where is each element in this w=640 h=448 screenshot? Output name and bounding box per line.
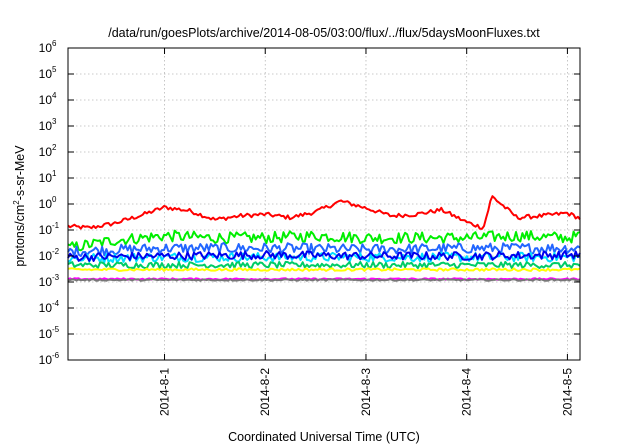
y-tick-labels: 10-610-510-410-310-210-11001011021031041… — [39, 39, 60, 367]
y-tick-label: 105 — [39, 65, 57, 81]
y-tick-label-exponent: -1 — [52, 221, 60, 230]
y-axis-label-exponent: 2 — [12, 200, 21, 205]
y-tick-label-base: 10 — [39, 119, 53, 133]
y-tick-label-base: 10 — [39, 327, 53, 341]
y-tick-label-base: 10 — [39, 145, 53, 159]
y-tick-label: 100 — [39, 195, 57, 211]
grid-layer — [68, 48, 580, 360]
y-tick-label-exponent: 4 — [52, 91, 57, 100]
series-line — [67, 278, 581, 282]
y-tick-label-exponent: 5 — [52, 65, 57, 74]
y-tick-label-exponent: -4 — [52, 299, 60, 308]
y-tick-label: 10-5 — [39, 325, 60, 341]
y-tick-label-base: 10 — [39, 223, 53, 237]
y-tick-label-exponent: 3 — [52, 117, 57, 126]
y-tick-label-exponent: 2 — [52, 143, 57, 152]
x-tick-label: 2014-8-5 — [560, 368, 574, 416]
y-tick-label: 102 — [39, 143, 57, 159]
y-axis-label: protons/cm2-s-sr-MeV — [12, 145, 27, 267]
y-tick-label: 10-6 — [39, 351, 60, 367]
y-tick-label-exponent: -2 — [52, 247, 60, 256]
y-tick-label: 10-2 — [39, 247, 60, 263]
y-tick-label-base: 10 — [39, 67, 53, 81]
y-tick-label: 101 — [39, 169, 57, 185]
y-tick-label-base: 10 — [39, 93, 53, 107]
x-tick-label: 2014-8-3 — [359, 368, 373, 416]
plot-frame — [67, 47, 581, 361]
y-tick-label-exponent: -6 — [52, 351, 60, 360]
y-tick-label-base: 10 — [39, 249, 53, 263]
x-tick-label: 2014-8-1 — [158, 368, 172, 416]
y-tick-label: 104 — [39, 91, 57, 107]
y-tick-label: 10-3 — [39, 273, 60, 289]
y-tick-label-base: 10 — [39, 275, 53, 289]
y-tick-label-base: 10 — [39, 301, 53, 315]
x-tick-label: 2014-8-4 — [460, 368, 474, 416]
y-tick-label-base: 10 — [39, 353, 53, 367]
y-tick-label: 10-1 — [39, 221, 60, 237]
y-tick-label-exponent: -3 — [52, 273, 60, 282]
x-tick-labels: 2014-8-1 2014-8-2 2014-8-3 2014-8-4 2014-8-5 — [158, 368, 575, 416]
chart-title: /data/run/goesPlots/archive/2014-08-05/0… — [108, 26, 540, 40]
y-tick-label-base: 10 — [39, 171, 53, 185]
series-line — [67, 242, 581, 258]
series-line — [67, 267, 581, 272]
series-line — [67, 229, 581, 252]
series-layer — [67, 195, 581, 282]
x-tick-label: 2014-8-2 — [258, 368, 272, 416]
y-axis-label-unit: protons/cm — [13, 205, 27, 267]
x-axis-label: Coordinated Universal Time (UTC) — [228, 430, 420, 444]
y-tick-label: 10-4 — [39, 299, 60, 315]
y-tick-label-base: 10 — [39, 197, 53, 211]
series-line — [67, 250, 581, 262]
y-tick-label: 103 — [39, 117, 57, 133]
y-axis-label-rest: -s-sr-MeV — [13, 145, 27, 201]
series-line — [67, 260, 581, 270]
y-tick-label-base: 10 — [39, 41, 53, 55]
series-line — [67, 195, 581, 230]
y-tick-label-exponent: -5 — [52, 325, 60, 334]
y-tick-label-exponent: 6 — [52, 39, 57, 48]
y-tick-label: 106 — [39, 39, 57, 55]
y-tick-label-exponent: 1 — [52, 169, 57, 178]
y-tick-label-exponent: 0 — [52, 195, 57, 204]
